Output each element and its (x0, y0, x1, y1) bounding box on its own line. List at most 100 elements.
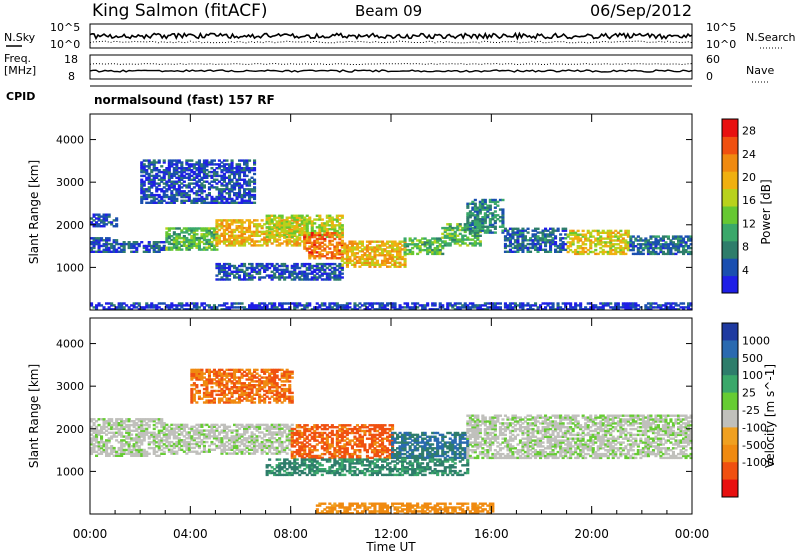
power-echo-cell (197, 199, 201, 202)
power-echo-cell (295, 226, 299, 229)
power-echo-cell (280, 214, 284, 217)
power-echo-cell (117, 308, 121, 311)
power-echo-cell (340, 246, 344, 249)
power-echo-cell (629, 235, 633, 238)
power-echo-cell (273, 266, 277, 270)
power-echo-cell (659, 245, 663, 248)
power-echo-cell (488, 206, 492, 209)
velocity-echo-cell (135, 433, 139, 436)
power-echo-cell (611, 248, 615, 252)
power-echo-cell (250, 268, 254, 272)
velocity-echo-cell (255, 444, 259, 448)
power-echo-cell (167, 180, 171, 183)
power-echo-cell (383, 244, 387, 247)
velocity-echo-cell (225, 452, 229, 455)
power-echo-cell (197, 242, 201, 246)
velocity-echo-cell (110, 423, 114, 427)
power-echo-cell (381, 254, 385, 257)
power-echo-cell (220, 190, 224, 193)
power-echo-cell (318, 216, 322, 219)
power-echo-cell (172, 170, 176, 174)
power-echo-cell (255, 244, 259, 247)
power-echo-cell (348, 259, 352, 263)
power-echo-cell (298, 272, 302, 275)
power-echo-cell (288, 222, 292, 225)
power-echo-cell (503, 246, 507, 250)
power-echo-cell (634, 304, 638, 307)
power-echo-cell (596, 239, 600, 242)
velocity-echo-cell (112, 427, 116, 431)
velocity-echo-cell (230, 444, 234, 448)
power-echo-cell (235, 197, 239, 201)
power-echo-cell (275, 262, 279, 266)
power-echo-cell (531, 304, 535, 307)
power-echo-cell (333, 257, 337, 260)
power-echo-cell (268, 274, 272, 277)
power-echo-cell (669, 250, 673, 254)
velocity-echo-cell (180, 439, 184, 442)
power-echo-cell (596, 252, 600, 256)
power-echo-cell (418, 248, 422, 252)
power-echo-cell (180, 195, 184, 199)
velocity-echo-cell (205, 384, 209, 387)
velocity-echo-cell (97, 452, 101, 455)
power-echo-cell (350, 240, 354, 243)
velocity-echo-cell (215, 446, 219, 450)
power-echo-cell (335, 241, 339, 244)
power-echo-cell (358, 255, 362, 259)
velocity-echo-cell (235, 433, 239, 436)
power-echo-cell (531, 233, 535, 236)
power-echo-cell (666, 308, 670, 311)
velocity-echo-cell (245, 439, 249, 442)
power-echo-cell (235, 306, 239, 309)
power-echo-cell (165, 233, 169, 236)
power-echo-cell (217, 163, 221, 166)
power-echo-cell (212, 197, 216, 201)
power-echo-cell (579, 308, 583, 311)
power-echo-cell (330, 228, 334, 231)
power-echo-cell (340, 214, 344, 217)
power-echo-cell (368, 308, 372, 311)
velocity-echo-cell (145, 427, 149, 431)
power-echo-cell (265, 233, 269, 237)
power-echo-cell (140, 306, 144, 309)
power-echo-cell (421, 248, 425, 252)
power-echo-cell (682, 250, 686, 254)
power-echo-cell (233, 167, 237, 170)
velocity-echo-cell (200, 368, 204, 372)
power-echo-cell (478, 234, 482, 237)
power-echo-cell (498, 216, 502, 219)
power-echo-cell (245, 308, 249, 311)
power-echo-cell (609, 231, 613, 234)
power-echo-cell (298, 216, 302, 219)
velocity-echo-cell (132, 422, 136, 425)
velocity-echo-cell (195, 389, 199, 393)
power-echo-cell (554, 229, 558, 232)
power-echo-cell (200, 188, 204, 191)
power-echo-cell (531, 242, 535, 246)
power-echo-cell (220, 192, 224, 195)
power-echo-cell (135, 246, 139, 250)
power-echo-cell (343, 261, 347, 264)
power-echo-cell (182, 242, 186, 246)
velocity-echo-cell (215, 372, 219, 375)
power-echo-cell (476, 206, 480, 209)
velocity-echo-cell (260, 446, 264, 450)
power-echo-cell (132, 304, 136, 307)
velocity-echo-cell (225, 425, 229, 428)
power-echo-cell (468, 221, 472, 225)
velocity-echo-cell (200, 431, 204, 434)
power-echo-cell (205, 163, 209, 166)
power-echo-cell (225, 240, 229, 243)
power-echo-cell (245, 161, 249, 164)
velocity-echo-cell (125, 420, 129, 423)
power-echo-cell (609, 306, 613, 309)
power-echo-cell (185, 176, 189, 179)
velocity-echo-cell (217, 393, 221, 396)
power-echo-cell (481, 206, 485, 209)
velocity-echo-cell (197, 452, 201, 455)
power-echo-cell (233, 201, 237, 204)
power-echo-cell (228, 278, 232, 281)
power-echo-cell (431, 252, 435, 256)
velocity-echo-cell (180, 444, 184, 448)
